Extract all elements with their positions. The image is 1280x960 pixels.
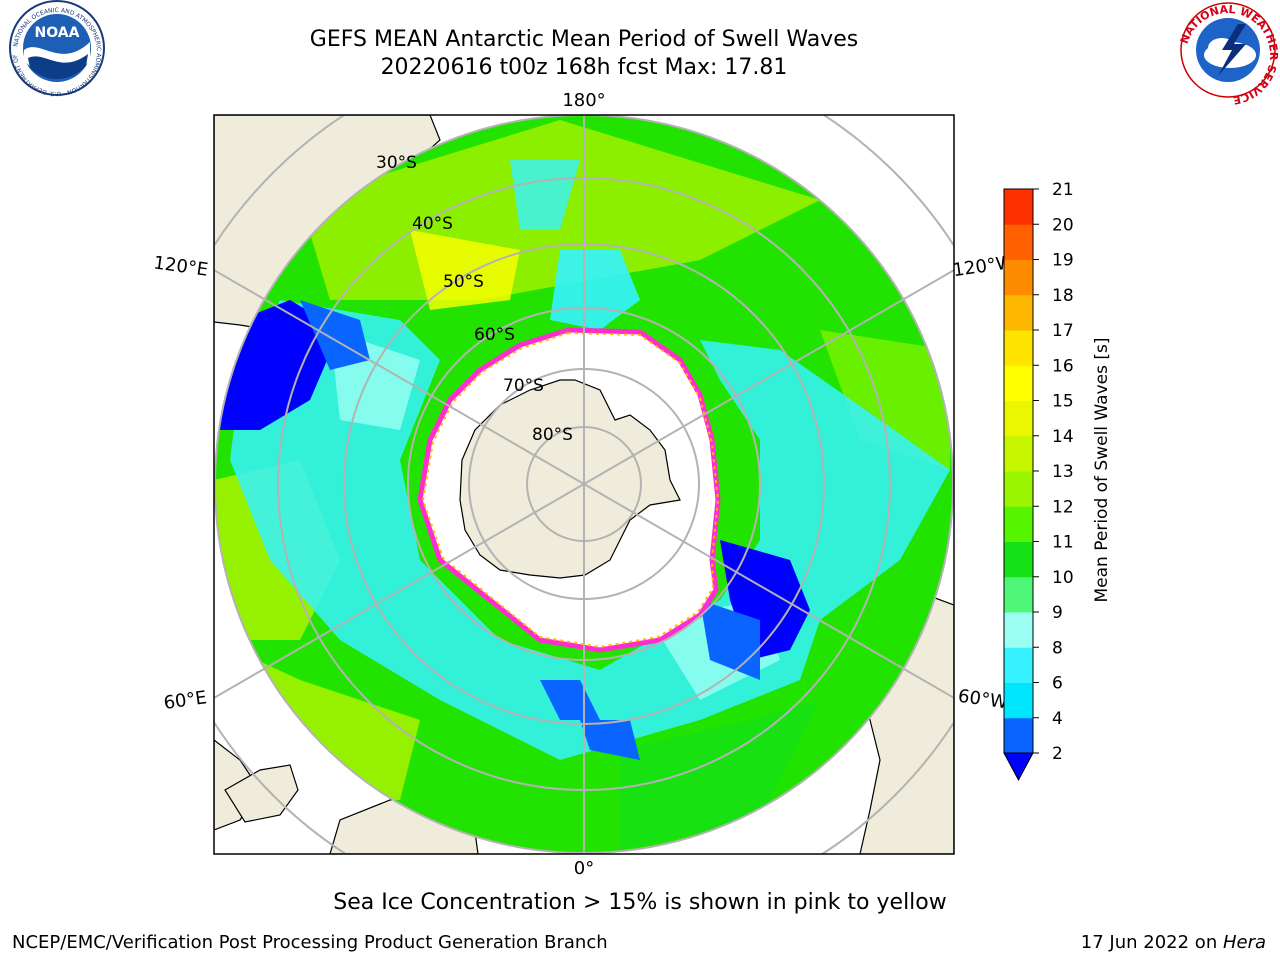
colorbar-cell <box>1004 576 1033 613</box>
colorbar-tick-label: 6 <box>1052 674 1063 694</box>
colorbar-tick-label: 13 <box>1052 462 1074 482</box>
graticule <box>214 115 954 854</box>
colorbar-cell <box>1004 189 1033 225</box>
colorbar-cell <box>1004 682 1033 719</box>
colorbar-cell <box>1004 506 1033 542</box>
lon-label-60e: 60°E <box>162 687 208 714</box>
colorbar-tick-label: 15 <box>1052 392 1074 412</box>
colorbar-cell <box>1004 294 1033 331</box>
colorbar-cell <box>1004 647 1033 683</box>
nws-logo: NATIONAL WEATHER SERVICE <box>1178 2 1280 107</box>
colorbar-tick-label: 18 <box>1052 286 1074 306</box>
colorbar-tick-label: 20 <box>1052 215 1074 235</box>
colorbar-tick-label: 2 <box>1052 744 1063 764</box>
colorbar-cell <box>1004 471 1033 507</box>
colorbar-tick-label: 9 <box>1052 603 1063 623</box>
lon-label-60w: 60°W <box>957 686 1009 714</box>
colorbar-cell <box>1004 224 1033 260</box>
colorbar-cell <box>1004 365 1033 401</box>
colorbar-cell <box>1004 612 1033 648</box>
footer-date: 17 Jun 2022 on Hera <box>1081 932 1266 953</box>
chart-subtitle: 20220616 t00z 168h fcst Max: 17.81 <box>380 55 788 80</box>
colorbar-tick-label: 10 <box>1052 568 1074 588</box>
lat-label-50s: 50°S <box>443 272 484 292</box>
sea-ice-caption: Sea Ice Concentration > 15% is shown in … <box>333 890 947 915</box>
lon-label-120e: 120°E <box>152 252 209 280</box>
lat-label-30s: 30°S <box>376 153 417 173</box>
colorbar-tick-label: 14 <box>1052 427 1074 447</box>
chart-title: GEFS MEAN Antarctic Mean Period of Swell… <box>309 27 859 52</box>
colorbar-tick-label: 12 <box>1052 497 1074 517</box>
colorbar-tick-label: 21 <box>1052 180 1074 200</box>
colorbar-label: Mean Period of Swell Waves [s] <box>1092 338 1112 603</box>
colorbar-tick-label: 11 <box>1052 533 1074 553</box>
sea-ice-inner-edge <box>421 331 720 649</box>
lon-label-180: 180° <box>562 90 605 111</box>
colorbar-cell <box>1004 541 1033 578</box>
noaa-logo: NATIONAL OCEANIC AND ATMOSPHERIC ADMINIS… <box>0 0 105 97</box>
footer-host: Hera <box>1222 932 1266 953</box>
lat-label-40s: 40°S <box>412 214 453 234</box>
footer-credit: NCEP/EMC/Verification Post Processing Pr… <box>12 932 608 953</box>
colorbar-tick-label: 16 <box>1052 356 1074 376</box>
colorbar-cell <box>1004 259 1033 296</box>
latitude-labels: 30°S 40°S 50°S 60°S 70°S 80°S <box>376 153 573 445</box>
colorbar-cell <box>1004 400 1033 437</box>
colorbar-tick-label: 19 <box>1052 251 1074 271</box>
lat-label-80s: 80°S <box>532 425 573 445</box>
colorbar-extend-arrow <box>1003 752 1034 782</box>
lat-label-70s: 70°S <box>503 376 544 396</box>
colorbar-tick-label: 17 <box>1052 321 1074 341</box>
colorbar-tick-label: 4 <box>1052 709 1063 729</box>
lon-label-0: 0° <box>574 858 594 879</box>
colorbar-cell <box>1004 717 1033 754</box>
lat-label-60s: 60°S <box>474 325 515 345</box>
colorbar-cell <box>1004 435 1033 472</box>
colorbar: 2 4 6 8 9 10 11 12 13 14 15 16 17 18 19 20 21 Mean Perio… <box>1003 180 1112 782</box>
noaa-logo-text: NOAA <box>35 25 80 41</box>
colorbar-tick-label: 8 <box>1052 638 1063 658</box>
colorbar-cell <box>1004 330 1033 366</box>
footer-date-text: 17 Jun 2022 on <box>1080 932 1223 953</box>
